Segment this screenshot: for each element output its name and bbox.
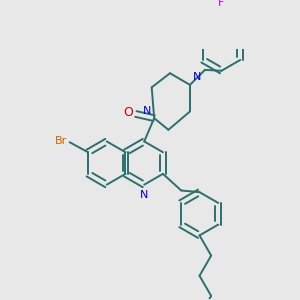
Text: F: F bbox=[218, 0, 225, 8]
Text: N: N bbox=[140, 190, 148, 200]
Text: Br: Br bbox=[55, 136, 67, 146]
Text: N: N bbox=[192, 72, 201, 82]
Text: N: N bbox=[143, 106, 152, 116]
Text: O: O bbox=[124, 106, 134, 119]
